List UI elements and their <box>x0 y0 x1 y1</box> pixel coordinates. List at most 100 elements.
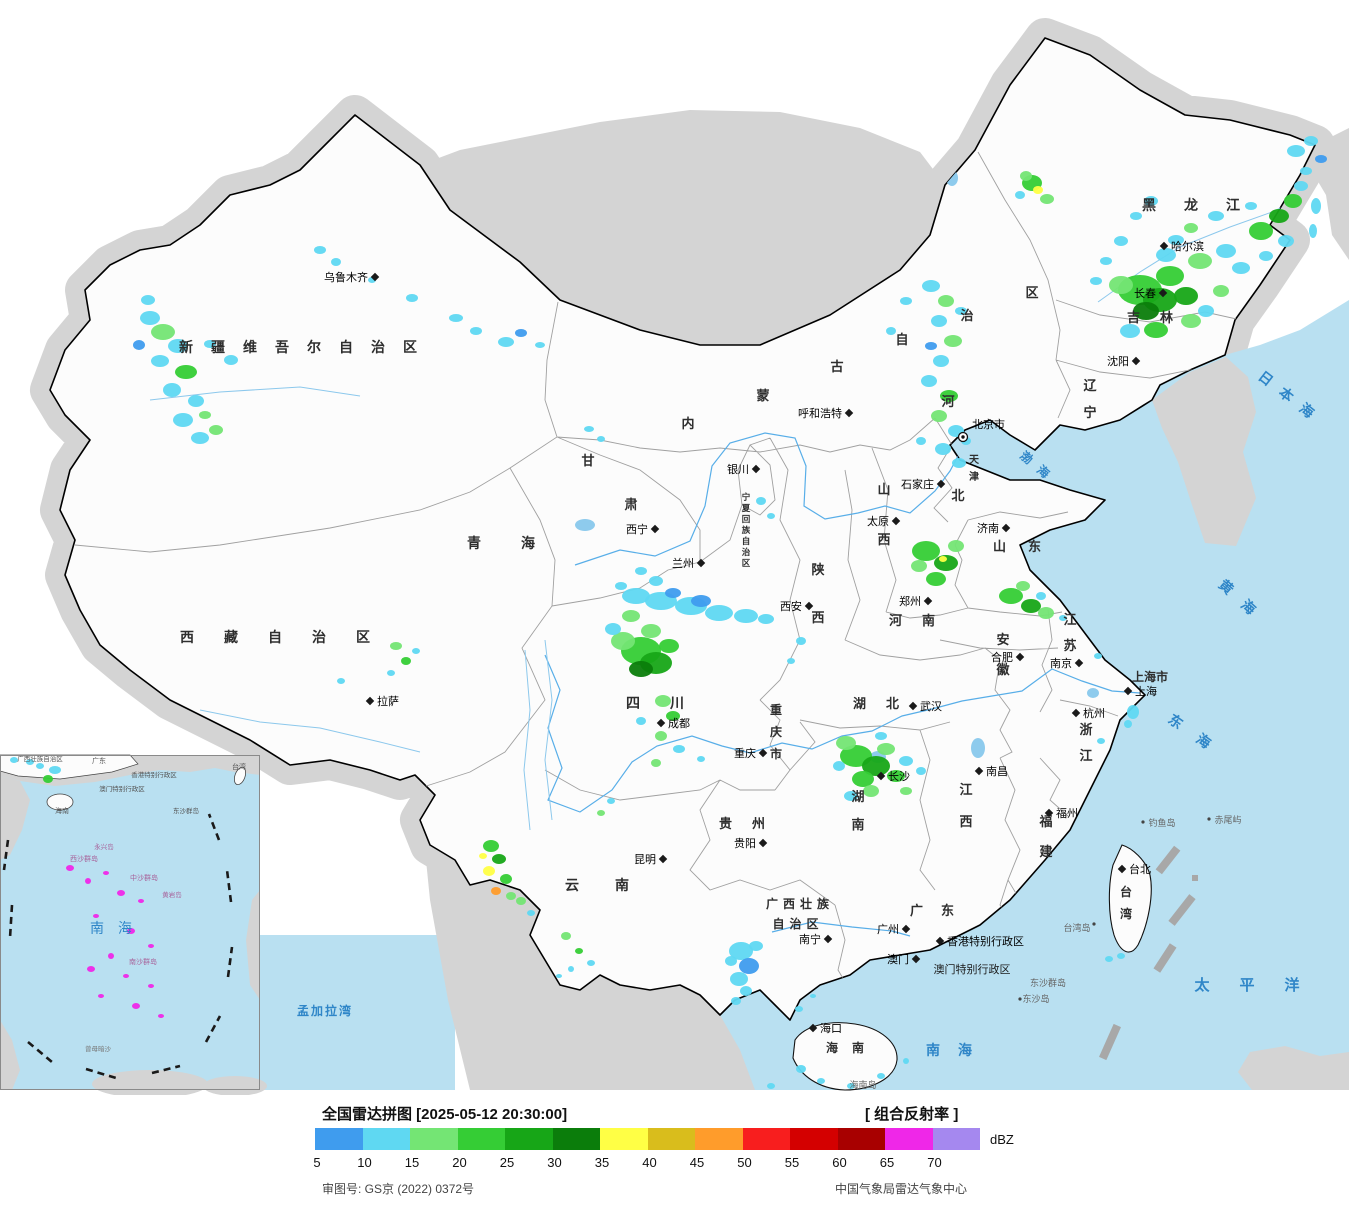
indochina-land <box>422 820 757 1090</box>
nine-dash-segment <box>2 839 10 871</box>
province-boundaries <box>74 151 1293 991</box>
radar-echo <box>1184 223 1198 233</box>
radar-echo <box>615 582 627 590</box>
radar-echo-inset <box>87 966 95 972</box>
radar-echo <box>1294 181 1308 191</box>
city-diamond-icon <box>696 558 706 568</box>
city-diamond-icon <box>804 601 814 611</box>
city-diamond-icon <box>808 1023 818 1033</box>
place-label: 东沙岛 <box>1022 993 1049 1004</box>
radar-echo <box>725 956 737 966</box>
city-label: 成都 <box>668 717 690 730</box>
radar-echo <box>561 932 571 940</box>
inset-border <box>0 755 260 1090</box>
radar-echo <box>1245 202 1257 210</box>
mongolia-land <box>420 110 945 345</box>
dbz-tick-35: 35 <box>594 1155 610 1170</box>
city-沈阳: 沈阳 <box>1107 354 1141 368</box>
radar-echo-inset <box>26 759 34 765</box>
city-diamond-icon <box>911 954 921 964</box>
province-label: 自治区 <box>772 916 823 931</box>
radar-echo <box>903 1058 909 1064</box>
nine-dash-segment <box>207 813 221 841</box>
city-label: 哈尔滨 <box>1171 239 1204 253</box>
city-diamond-icon <box>1015 652 1025 662</box>
city-台北: 台北 <box>1117 862 1151 876</box>
inset-label: 永兴岛 <box>94 842 114 851</box>
radar-echo <box>629 661 653 677</box>
radar-echo-inset <box>85 878 91 884</box>
radar-echo <box>796 1065 806 1073</box>
city-diamond-icon <box>1117 864 1127 874</box>
city-diamond-icon <box>758 838 768 848</box>
province-label: 蒙 <box>756 388 769 403</box>
province-label: 自 <box>895 332 908 347</box>
city-diamond-icon <box>1071 708 1081 718</box>
city-label: 太原 <box>867 515 889 528</box>
radar-echo <box>163 383 181 397</box>
radar-echo <box>516 897 526 905</box>
province-label: 古 <box>830 359 843 374</box>
radar-echo <box>649 576 663 586</box>
province-label: 安徽 <box>995 632 1010 677</box>
radar-echo <box>948 540 964 552</box>
radar-echo-layer <box>133 136 1327 1089</box>
radar-echo <box>1124 720 1132 728</box>
radar-echo <box>337 678 345 684</box>
radar-echo <box>939 556 947 562</box>
dbz-cell-25 <box>505 1128 553 1150</box>
radar-echo <box>1300 167 1312 175</box>
radar-echo <box>900 787 912 795</box>
dbz-tick-50: 50 <box>737 1155 752 1170</box>
radar-echo <box>795 1006 803 1012</box>
radar-echo <box>568 966 574 972</box>
dbz-tick-40: 40 <box>642 1155 657 1170</box>
radar-echo-inset <box>93 914 99 918</box>
radar-echo <box>191 432 209 444</box>
dbz-unit-label: dBZ <box>990 1132 1014 1147</box>
product-label: [ 组合反射率 ] <box>865 1106 959 1123</box>
radar-echo <box>175 365 197 379</box>
radar-echo <box>1117 953 1125 959</box>
radar-echo <box>935 443 951 455</box>
province-label: 辽宁 <box>1083 378 1097 420</box>
city-重庆: 重庆 <box>734 746 768 760</box>
radar-echo <box>659 639 679 653</box>
radar-echo <box>500 874 512 884</box>
radar-echo-inset <box>108 953 114 959</box>
radar-echo <box>1269 209 1289 223</box>
city-label: 长春 <box>1134 287 1156 300</box>
province-label: 贵州 <box>719 816 785 831</box>
province-label: 肃 <box>624 497 637 512</box>
radar-echo <box>641 624 661 638</box>
radar-echo <box>401 657 411 665</box>
city-label: 兰州 <box>672 557 694 570</box>
radar-echo <box>133 340 145 350</box>
city-diamond-icon <box>844 408 854 418</box>
radar-echo <box>875 732 887 740</box>
radar-echo <box>1120 324 1140 338</box>
inset-label: 澳门特别行政区 <box>99 784 145 793</box>
city-杭州: 杭州 <box>1071 706 1105 720</box>
city-diamond-icon <box>1044 808 1054 818</box>
city-label: 长沙 <box>888 770 910 783</box>
radar-echo <box>899 756 913 766</box>
radar-echo <box>749 941 763 951</box>
radar-echo <box>607 798 615 804</box>
radar-echo <box>1188 253 1212 269</box>
city-拉萨: 拉萨 <box>365 694 399 708</box>
city-昆明: 昆明 <box>634 853 668 866</box>
city-label: 济南 <box>977 521 999 535</box>
radar-echo <box>933 355 949 367</box>
city-diamond-icon <box>1001 523 1011 533</box>
radar-echo-inset <box>103 871 109 875</box>
city-银川: 银川 <box>727 462 761 476</box>
radar-echo <box>999 588 1023 604</box>
city-label: 乌鲁木齐 <box>324 270 368 284</box>
province-label: 吉林 <box>1127 310 1193 325</box>
radar-echo-inset <box>66 865 74 871</box>
radar-echo <box>691 595 711 607</box>
province-label: 陕西 <box>811 562 825 625</box>
place-label: 澳门特别行政区 <box>934 962 1011 976</box>
radar-echo <box>387 670 395 676</box>
